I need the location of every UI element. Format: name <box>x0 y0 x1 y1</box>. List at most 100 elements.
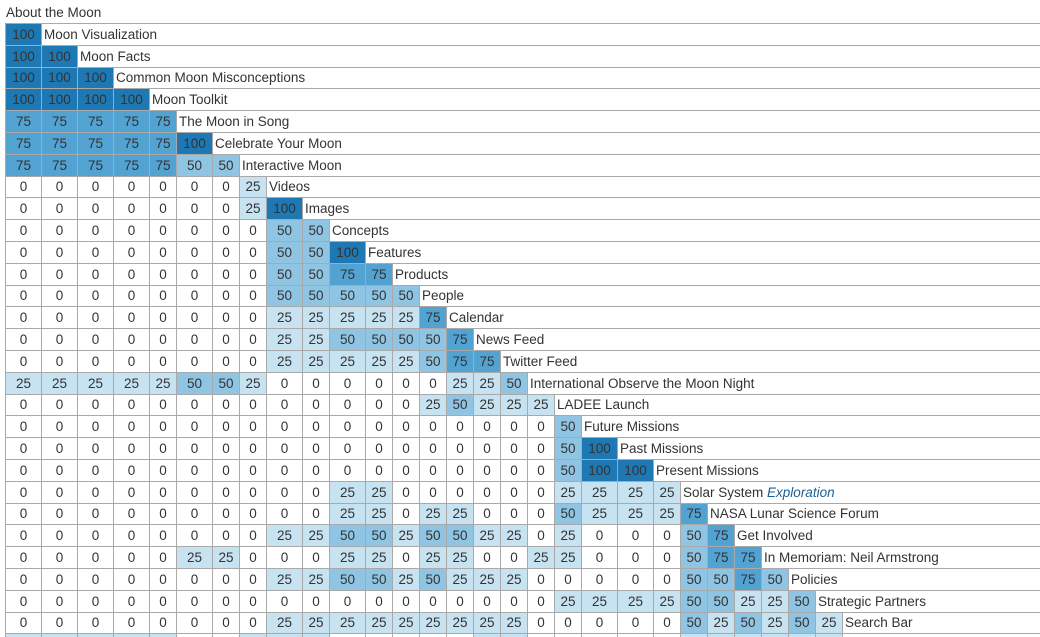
value-cell: 0 <box>41 567 78 591</box>
value-cell: 0 <box>653 611 681 635</box>
label-text: Future Missions <box>584 419 680 435</box>
matrix-row: 0 0 0 0 0 0 0 0 0 0 0 0 0 0 0 0 0 0 25 25 25 25 50 50 25 25 50 Stra… <box>5 589 1040 613</box>
value-cell: 0 <box>419 437 447 460</box>
row-label: Celebrate Your Moon <box>211 131 1040 155</box>
row-label: Policies <box>787 567 1040 591</box>
value-cell: 0 <box>500 415 528 439</box>
row-label: In Memoriam: Neil Armstrong <box>760 546 1040 569</box>
label-text: LADEE Launch <box>557 397 650 413</box>
value-cell: 0 <box>149 546 177 569</box>
value-cell: 0 <box>176 458 213 482</box>
value-cell: 0 <box>329 371 366 395</box>
matrix-row: 0 0 0 0 0 0 0 25 Videos <box>5 175 1040 199</box>
value-cell: 50 <box>554 458 582 482</box>
value-cell: 100 <box>41 88 78 112</box>
matrix-row: 25 25 25 25 25 50 50 25 0 0 0 0 0 0 25 25 50 Internationa… <box>5 371 1040 395</box>
matrix-row: 2525252525002525250000025250000025252525… <box>5 633 1040 637</box>
value-cell: 50 <box>176 371 213 395</box>
value-cell: 0 <box>176 567 213 591</box>
value-cell: 25 <box>302 524 330 548</box>
value-cell: 0 <box>329 393 366 417</box>
matrix-row: 0 0 0 0 0 0 0 0 25 25 50 50 25 50 25 25 25 0 0 0 0 0 50 50 75 50 P… <box>5 567 1040 591</box>
value-cell: 25 <box>419 546 447 569</box>
value-cell: 0 <box>77 415 114 439</box>
label-text: Concepts <box>332 223 390 239</box>
label-text: Strategic Partners <box>818 593 927 609</box>
value-cell: 0 <box>77 328 114 351</box>
value-cell: 75 <box>113 110 150 133</box>
value-cell: 0 <box>212 284 240 308</box>
value-cell: 75 <box>149 131 177 155</box>
value-cell: 0 <box>41 393 78 417</box>
row-label: International Observe the Moon Night <box>526 371 1040 395</box>
value-cell: 0 <box>329 589 366 613</box>
value-cell: 0 <box>239 567 267 591</box>
value-cell: 0 <box>266 480 303 504</box>
label-text: In Memoriam: Neil Armstrong <box>764 550 939 566</box>
matrix-row: 75 75 75 75 75 100 Celebrate Your Moon <box>5 131 1040 155</box>
value-cell: 25 <box>653 480 681 504</box>
value-cell: 75 <box>419 306 447 330</box>
value-cell: 25 <box>329 546 366 569</box>
label-text: Policies <box>791 571 838 587</box>
value-cell: 0 <box>113 262 150 286</box>
value-cell: 0 <box>5 175 42 199</box>
value-cell: 0 <box>77 524 114 548</box>
value-cell: 25 <box>554 480 582 504</box>
matrix-row: 0 0 0 0 0 0 0 0 50 50 50 50 50 People <box>5 284 1040 308</box>
value-cell: 50 <box>707 567 735 591</box>
label-text: Past Missions <box>620 441 704 457</box>
value-cell: 25 <box>653 589 681 613</box>
title: About the Moon <box>6 5 102 20</box>
value-cell: 50 <box>680 611 708 635</box>
value-cell: 0 <box>527 415 555 439</box>
matrix-row: 75 75 75 75 75 The Moon in Song <box>5 110 1040 133</box>
value-cell: 25 <box>302 567 330 591</box>
value-cell: 0 <box>41 306 78 330</box>
value-cell: 0 <box>41 458 78 482</box>
value-cell: 0 <box>527 524 555 548</box>
value-cell: 0 <box>239 458 267 482</box>
value-cell: 25 <box>581 480 618 504</box>
label-text: Celebrate Your Moon <box>215 135 342 151</box>
value-cell: 0 <box>212 524 240 548</box>
value-cell: 75 <box>446 349 474 373</box>
value-cell: 25 <box>446 611 474 635</box>
value-cell: 25 <box>266 328 303 351</box>
value-cell: 75 <box>5 131 42 155</box>
value-cell: 25 <box>149 371 177 395</box>
value-cell: 0 <box>500 458 528 482</box>
value-cell: 25 <box>419 502 447 526</box>
value-cell: 50 <box>266 219 303 242</box>
value-cell: 75 <box>5 153 42 177</box>
value-cell: 0 <box>554 567 582 591</box>
value-cell: 0 <box>41 502 78 526</box>
value-cell: 0 <box>617 611 654 635</box>
value-cell: 75 <box>473 349 501 373</box>
value-cell: 0 <box>392 502 420 526</box>
value-cell: 100 <box>5 44 42 68</box>
label-text: News Feed <box>476 332 545 348</box>
value-cell: 0 <box>473 546 501 569</box>
value-cell: 0 <box>446 437 474 460</box>
value-cell: 0 <box>239 262 267 286</box>
value-cell: 0 <box>77 197 114 221</box>
value-cell: 0 <box>5 524 42 548</box>
value-cell: 25 <box>329 480 366 504</box>
value-cell: 0 <box>77 219 114 242</box>
value-cell: 50 <box>329 284 366 308</box>
label-text: Search Bar <box>845 615 913 631</box>
value-cell: 0 <box>113 458 150 482</box>
value-cell: 75 <box>77 131 114 155</box>
value-cell: 100 <box>5 23 42 46</box>
value-cell: 0 <box>473 480 501 504</box>
value-cell: 0 <box>617 567 654 591</box>
value-cell: 25 <box>419 393 447 417</box>
value-cell: 25 <box>365 611 393 635</box>
value-cell: 50 <box>554 502 582 526</box>
value-cell: 0 <box>266 502 303 526</box>
value-cell: 25 <box>617 480 654 504</box>
value-cell: 0 <box>176 524 213 548</box>
value-cell: 75 <box>329 262 366 286</box>
value-cell: 0 <box>581 524 618 548</box>
